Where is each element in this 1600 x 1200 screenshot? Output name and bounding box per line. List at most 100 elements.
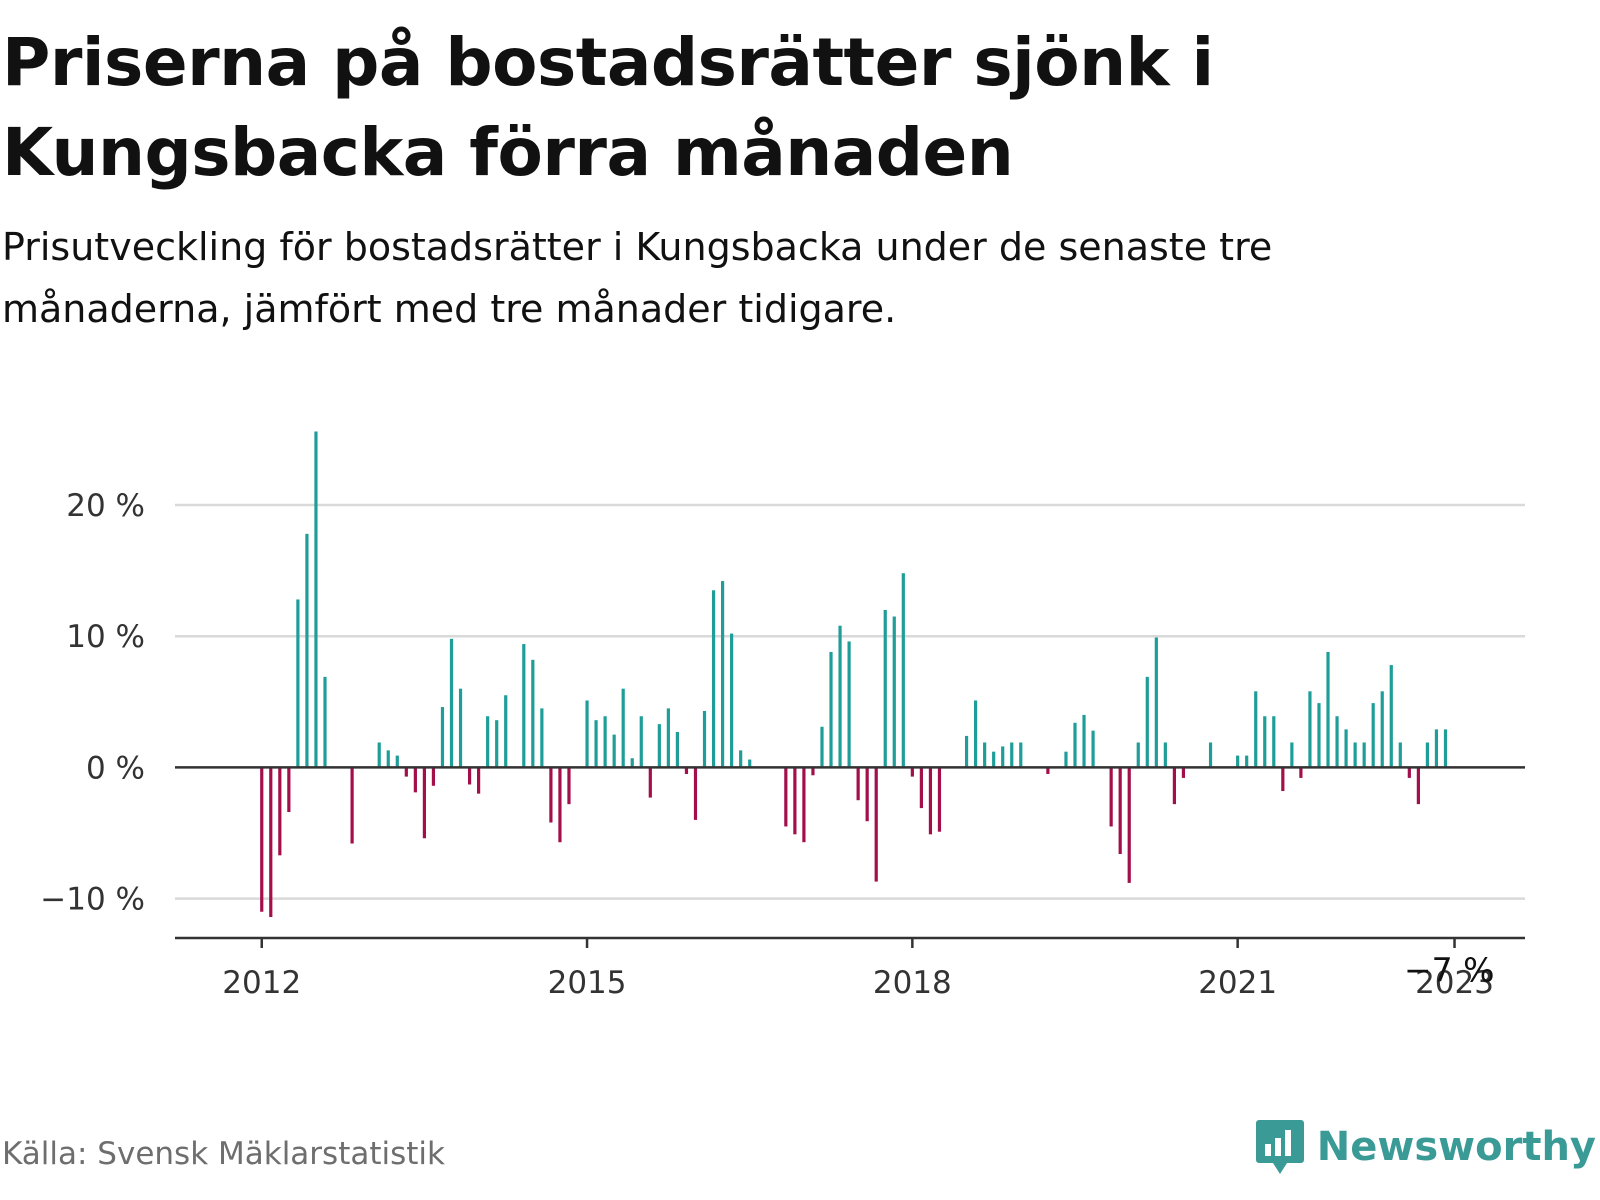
bar (1389, 665, 1393, 768)
bar (811, 767, 815, 776)
bar (1317, 703, 1321, 768)
bar (612, 734, 616, 768)
chart-subtitle: Prisutveckling för bostadsrätter i Kungs… (2, 225, 1273, 331)
x-tick-label: 2018 (873, 965, 952, 1001)
bar (648, 767, 652, 798)
bar (901, 573, 905, 768)
bar (1082, 714, 1086, 768)
bar (567, 767, 571, 805)
bar (440, 707, 445, 768)
bar (603, 716, 607, 768)
bar (874, 767, 878, 882)
bar (1208, 742, 1213, 768)
bar (1281, 767, 1285, 792)
bar (639, 716, 643, 768)
bar (1064, 751, 1068, 768)
bar (522, 644, 526, 768)
bar (702, 710, 707, 768)
bar (504, 695, 508, 768)
bar (404, 767, 408, 777)
bar (296, 599, 300, 768)
bar (910, 767, 914, 777)
bar (730, 633, 734, 768)
bar-chart: 20 % 10 % 0 % −10 % 2012 2015 2018 2021 2023 −7… (40, 431, 1525, 1001)
bar (449, 638, 454, 768)
bar (540, 708, 544, 768)
bar (892, 616, 896, 768)
annotations: −7 % (1404, 950, 1495, 989)
bar (486, 716, 490, 768)
bar (974, 700, 978, 768)
x-axis-ticks: 2012 2015 2018 2021 2023 (222, 938, 1494, 1001)
bar (838, 625, 842, 768)
bar (983, 742, 987, 768)
bar (260, 767, 264, 912)
chart-title: Priserna på bostadsrätter sjönk i Kungsb… (2, 24, 1214, 191)
bar (684, 767, 689, 774)
bar (594, 720, 598, 768)
bar (1046, 767, 1050, 774)
bar (1010, 742, 1014, 768)
bar (630, 758, 634, 768)
bar (413, 767, 417, 793)
bar (314, 431, 318, 768)
bar (1145, 676, 1149, 768)
bar (1416, 767, 1420, 805)
bar (1344, 729, 1348, 768)
bar (748, 759, 752, 768)
bar (1181, 767, 1186, 778)
x-tick-label: 2023 (1415, 965, 1494, 1001)
bar (1254, 691, 1258, 768)
bar (693, 767, 698, 820)
bar (1245, 755, 1249, 768)
bar (467, 767, 472, 785)
bar (1308, 691, 1312, 768)
x-tick-label: 2021 (1198, 965, 1277, 1001)
axes (175, 766, 1525, 940)
bar (287, 767, 291, 813)
bar (1290, 742, 1294, 768)
bar (1236, 755, 1240, 768)
y-tick-label: 0 % (86, 750, 145, 786)
bar (377, 742, 381, 768)
bar (323, 676, 327, 768)
bar (1272, 716, 1276, 768)
bar (1353, 742, 1357, 768)
source-note: Källa: Svensk Mäklarstatistik (2, 1136, 445, 1172)
bar (495, 720, 499, 768)
bar (883, 609, 887, 768)
bar (431, 767, 436, 786)
bar (720, 581, 725, 768)
bar (1362, 742, 1366, 768)
bar (1434, 729, 1439, 768)
gridlines (175, 503, 1525, 900)
x-tick-label: 2015 (548, 965, 627, 1001)
bar (269, 767, 273, 917)
bar (1163, 742, 1167, 768)
bar (847, 641, 851, 768)
brand-logo: Newsworthy (1255, 1118, 1596, 1176)
bar (657, 724, 661, 768)
y-tick-label: 20 % (66, 488, 145, 524)
bar (549, 767, 553, 823)
bar (1398, 742, 1402, 768)
bar (1154, 637, 1158, 768)
bar (793, 767, 797, 835)
bar (458, 688, 463, 768)
bar (865, 767, 869, 822)
bar (1001, 746, 1005, 768)
bar (666, 708, 670, 768)
bar (1443, 729, 1448, 768)
bar (964, 735, 969, 768)
bar (739, 750, 743, 768)
bar (919, 767, 923, 809)
x-tick-label: 2012 (222, 965, 301, 1001)
bar (395, 755, 399, 768)
bar (1127, 767, 1131, 883)
bar (1109, 767, 1113, 827)
bar (585, 700, 589, 768)
bar (1019, 742, 1023, 768)
bar (1263, 716, 1267, 768)
newsworthy-logo-icon (1255, 1120, 1304, 1174)
bar (992, 751, 996, 768)
